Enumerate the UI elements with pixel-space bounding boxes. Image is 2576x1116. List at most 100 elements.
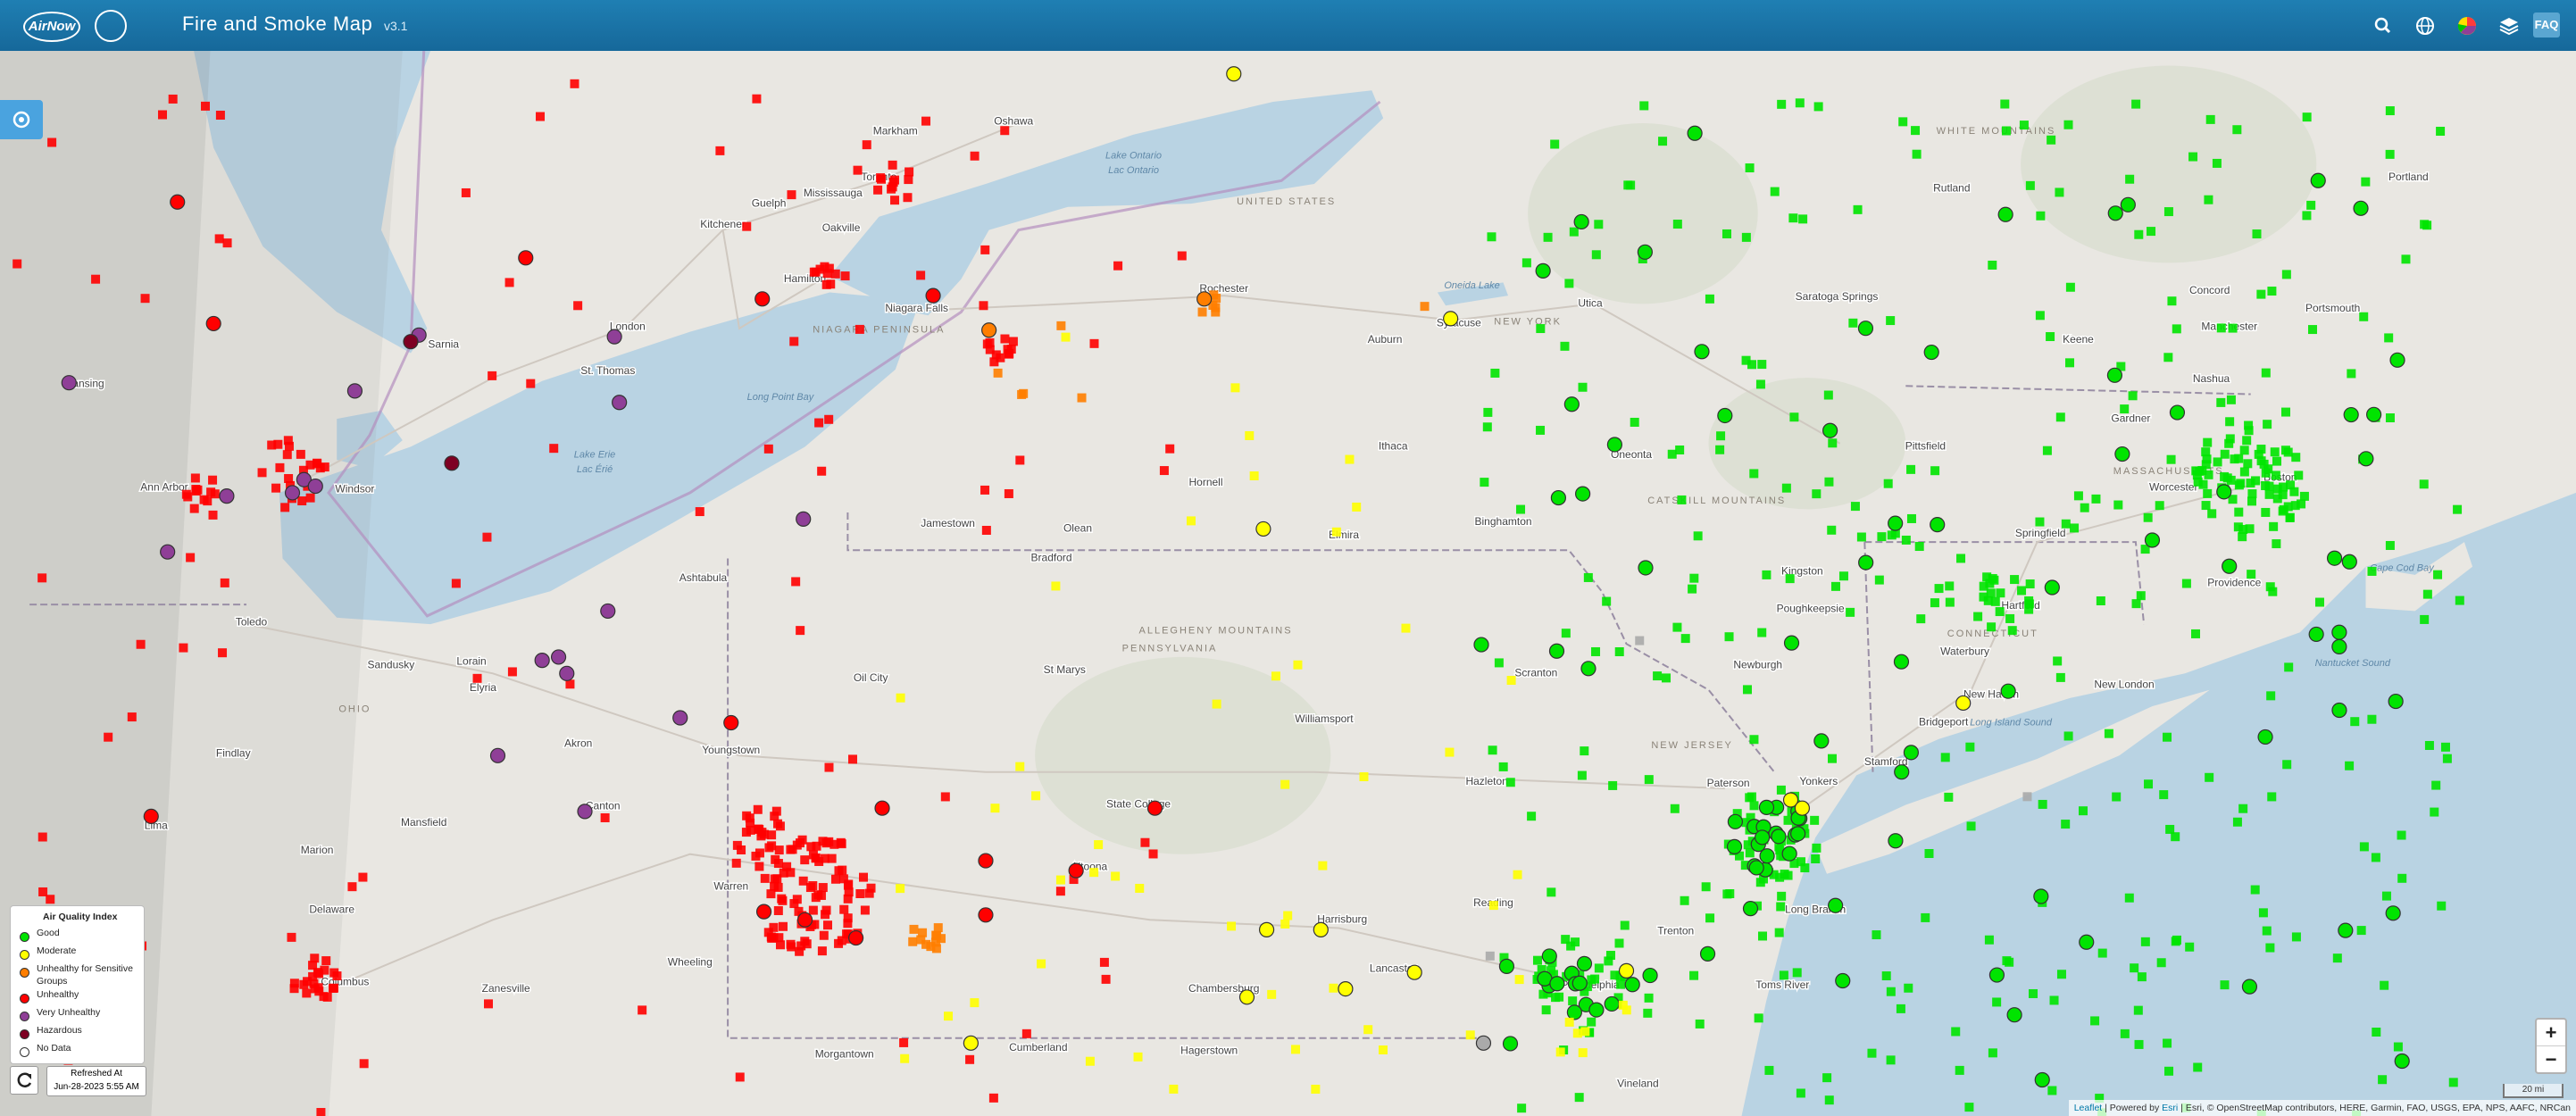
monitor-marker <box>1618 962 1635 979</box>
road <box>721 229 822 330</box>
sensor-marker <box>838 865 847 875</box>
sensor-marker <box>289 984 299 994</box>
monitor-marker <box>2106 367 2123 383</box>
sensor-marker <box>2201 447 2211 457</box>
sensor-marker <box>843 894 853 904</box>
monitor-marker <box>1930 517 1946 533</box>
sensor-marker <box>778 895 788 905</box>
sensor-marker <box>1037 959 1046 969</box>
sensor-marker <box>1623 180 1633 190</box>
sensor-marker <box>814 418 824 428</box>
sensor-marker <box>332 971 342 981</box>
faq-button[interactable]: FAQ <box>2533 12 2560 37</box>
sensor-marker <box>1111 871 1121 881</box>
zoom-in[interactable]: + <box>2545 1021 2557 1044</box>
sensor-marker <box>2272 484 2282 494</box>
sensor-marker <box>1783 870 1793 880</box>
monitor-marker <box>489 747 506 763</box>
sensor-marker <box>979 301 988 311</box>
globe-icon[interactable] <box>2416 17 2434 35</box>
sensor-marker <box>1770 187 1780 196</box>
sensor-marker <box>1824 1095 1834 1105</box>
sensor-marker <box>797 835 807 845</box>
sensor-marker <box>1401 623 1411 633</box>
sensor-marker <box>1881 971 1891 981</box>
monitor-marker <box>2257 729 2273 745</box>
aqi-icon[interactable] <box>2457 17 2476 35</box>
sensor-marker <box>2259 459 2269 469</box>
place-label: Oakville <box>822 221 861 234</box>
sensor-marker <box>2079 806 2088 816</box>
sensor-marker <box>830 269 840 279</box>
refresh-button[interactable] <box>10 1066 38 1095</box>
sensor-marker <box>2397 873 2407 883</box>
sensor-marker <box>1564 279 1574 288</box>
attribution-link[interactable]: Leaflet <box>2073 1103 2103 1113</box>
place-label: Poughkeepsie <box>1777 603 1845 615</box>
monitor-marker <box>1226 66 1242 82</box>
legend-label: Very Unhealthy <box>37 1007 101 1018</box>
sensor-marker <box>745 813 754 823</box>
sensor-marker <box>1514 975 1524 985</box>
sensor-marker <box>2420 614 2430 624</box>
sensor-marker <box>2283 502 2293 512</box>
place-label: Zanesville <box>482 982 530 995</box>
sensor-marker <box>2070 523 2080 533</box>
zoom-out[interactable]: − <box>2537 1045 2565 1072</box>
sensor-marker <box>1653 671 1663 681</box>
sensor-marker <box>284 441 294 451</box>
place-label: St. Thomas <box>580 364 635 377</box>
sensor-marker <box>1823 390 1833 400</box>
sensor-marker <box>1672 220 1682 229</box>
sensor-marker <box>2385 149 2395 159</box>
sensor-marker <box>2140 545 2150 554</box>
sensor-marker <box>127 712 137 722</box>
monitor-marker <box>1624 977 1640 993</box>
sensor-marker <box>1480 478 1489 487</box>
sensor-marker <box>2204 470 2213 479</box>
sensor-marker <box>1513 870 1522 879</box>
monitor-marker <box>2331 638 2347 654</box>
road <box>295 122 1020 486</box>
search-icon[interactable] <box>2374 17 2391 34</box>
sensor-marker <box>2347 369 2356 379</box>
monitor-marker <box>1580 661 1596 677</box>
sensor-marker <box>2280 407 2290 417</box>
sensor-marker <box>507 667 517 677</box>
sensor-marker <box>1796 1088 1805 1098</box>
sensor-marker <box>1485 951 1495 961</box>
sensor-marker <box>1830 581 1840 591</box>
sensor-marker <box>763 928 773 937</box>
place-label: Scranton <box>1514 667 1557 679</box>
sensor-marker <box>1667 449 1677 459</box>
sensor-marker <box>864 888 874 898</box>
sensor-marker <box>1249 471 1259 480</box>
sensor-marker <box>752 94 762 104</box>
sensor-marker <box>2247 570 2256 579</box>
place-label: Harrisburg <box>1317 912 1367 925</box>
sensor-marker <box>1290 1045 1300 1054</box>
place-label: Niagara Falls <box>885 302 948 314</box>
agency-logo[interactable] <box>95 10 127 42</box>
sensor-marker <box>2055 412 2065 422</box>
layers-icon[interactable] <box>2499 18 2519 36</box>
sensor-marker <box>2204 195 2213 204</box>
sensor-marker <box>526 379 536 388</box>
monitor-marker <box>874 800 890 816</box>
place-label: Concord <box>2189 284 2230 296</box>
sensor-marker <box>1775 872 1785 882</box>
sensor-marker <box>909 924 919 934</box>
sensor-marker <box>451 579 461 588</box>
basemap-button[interactable] <box>0 100 43 139</box>
sensor-marker <box>2225 434 2235 444</box>
sensor-marker <box>2188 152 2198 162</box>
attribution-link[interactable]: Esri <box>2162 1103 2179 1113</box>
state-border <box>1863 542 1874 772</box>
sensor-marker <box>2036 211 2046 221</box>
logo[interactable]: AirNow <box>23 12 80 42</box>
sensor-marker <box>2055 672 2065 682</box>
sensor-marker <box>1781 483 1791 493</box>
sensor-marker <box>215 110 225 120</box>
sensor-marker <box>844 887 854 897</box>
sensor-marker <box>2063 731 2073 741</box>
